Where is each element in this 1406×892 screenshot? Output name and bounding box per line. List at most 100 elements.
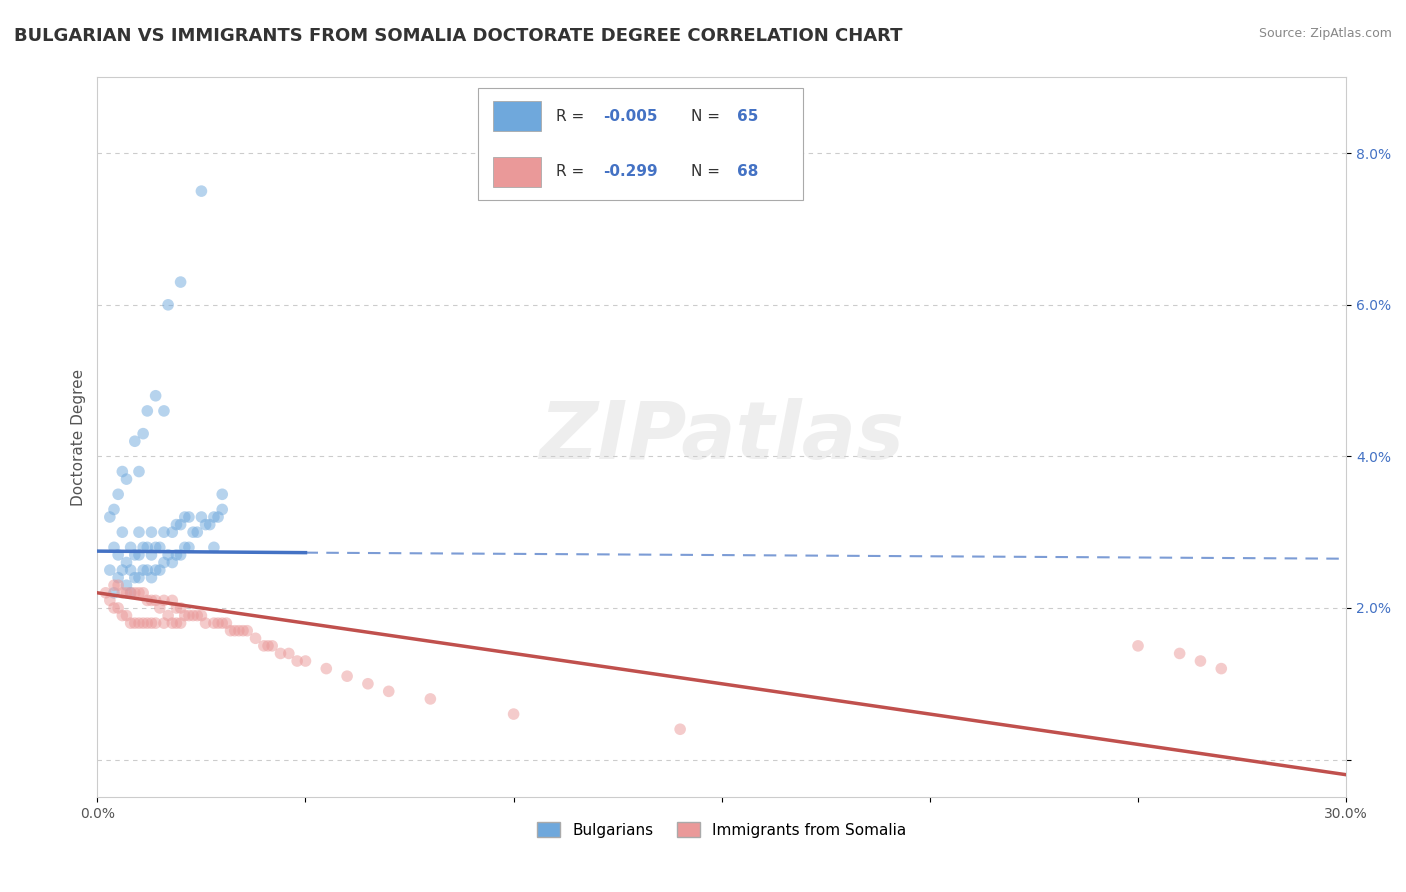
Point (165, 517, 187, 532)
Point (169, 517, 191, 532)
Text: N =: N = (690, 109, 724, 124)
Point (315, 662, 337, 676)
Point (245, 632, 267, 646)
Point (186, 608, 208, 623)
Point (149, 563, 172, 577)
Point (377, 684, 399, 698)
Point (124, 586, 146, 600)
Point (111, 608, 134, 623)
Point (419, 692, 441, 706)
Point (136, 616, 159, 631)
Point (202, 510, 225, 524)
Point (128, 465, 150, 479)
Point (98, 510, 121, 524)
Point (136, 404, 159, 418)
Point (141, 616, 163, 631)
Point (141, 525, 163, 540)
Point (120, 563, 142, 577)
Point (285, 654, 308, 668)
Point (145, 563, 167, 577)
Point (294, 654, 316, 668)
Point (145, 389, 167, 403)
Point (136, 563, 159, 577)
Point (111, 586, 134, 600)
Point (153, 404, 176, 418)
Point (1126, 639, 1149, 653)
Text: -0.299: -0.299 (603, 164, 658, 179)
Point (177, 510, 200, 524)
Legend: Bulgarians, Immigrants from Somalia: Bulgarians, Immigrants from Somalia (531, 815, 912, 844)
Point (124, 548, 146, 562)
Point (173, 541, 195, 555)
Point (103, 502, 125, 516)
Point (253, 639, 276, 653)
Point (141, 593, 163, 607)
Point (194, 616, 217, 631)
Point (181, 525, 204, 540)
Point (136, 593, 159, 607)
Point (198, 517, 221, 532)
Point (128, 586, 150, 600)
Point (190, 608, 212, 623)
Point (103, 541, 125, 555)
Point (181, 608, 204, 623)
Point (94, 586, 117, 600)
Point (336, 669, 359, 683)
Point (124, 571, 146, 585)
Point (236, 624, 259, 638)
Point (128, 548, 150, 562)
Point (190, 184, 212, 198)
Point (202, 541, 225, 555)
Point (157, 298, 180, 312)
Point (270, 647, 292, 661)
Point (128, 525, 150, 540)
Point (141, 548, 163, 562)
Point (215, 616, 238, 631)
Point (157, 548, 180, 562)
Point (111, 525, 134, 540)
Point (115, 586, 138, 600)
Text: BULGARIAN VS IMMIGRANTS FROM SOMALIA DOCTORATE DEGREE CORRELATION CHART: BULGARIAN VS IMMIGRANTS FROM SOMALIA DOC… (14, 27, 903, 45)
Point (124, 616, 146, 631)
Point (211, 502, 233, 516)
Point (219, 624, 242, 638)
Text: 68: 68 (737, 164, 758, 179)
Point (120, 586, 142, 600)
Point (153, 616, 176, 631)
Point (262, 639, 284, 653)
Point (115, 608, 138, 623)
Point (107, 548, 129, 562)
Point (190, 510, 212, 524)
Text: N =: N = (690, 164, 724, 179)
Point (107, 571, 129, 585)
Text: ZIPatlas: ZIPatlas (540, 399, 904, 476)
Point (173, 608, 195, 623)
Point (173, 510, 195, 524)
Point (211, 487, 233, 501)
Point (207, 616, 229, 631)
Text: R =: R = (555, 109, 589, 124)
Point (228, 624, 250, 638)
Point (132, 563, 155, 577)
Point (132, 426, 155, 441)
Point (107, 601, 129, 615)
Point (111, 563, 134, 577)
Point (186, 525, 208, 540)
Point (120, 586, 142, 600)
Point (111, 465, 134, 479)
Text: -0.005: -0.005 (603, 109, 658, 124)
Point (98, 593, 121, 607)
Point (128, 616, 150, 631)
Point (257, 639, 280, 653)
Point (165, 548, 187, 562)
Point (169, 548, 191, 562)
Point (145, 593, 167, 607)
Point (153, 556, 176, 570)
Point (103, 578, 125, 592)
Point (132, 586, 155, 600)
Point (169, 601, 191, 615)
Point (103, 586, 125, 600)
Point (211, 616, 233, 631)
Point (115, 556, 138, 570)
Point (232, 624, 254, 638)
